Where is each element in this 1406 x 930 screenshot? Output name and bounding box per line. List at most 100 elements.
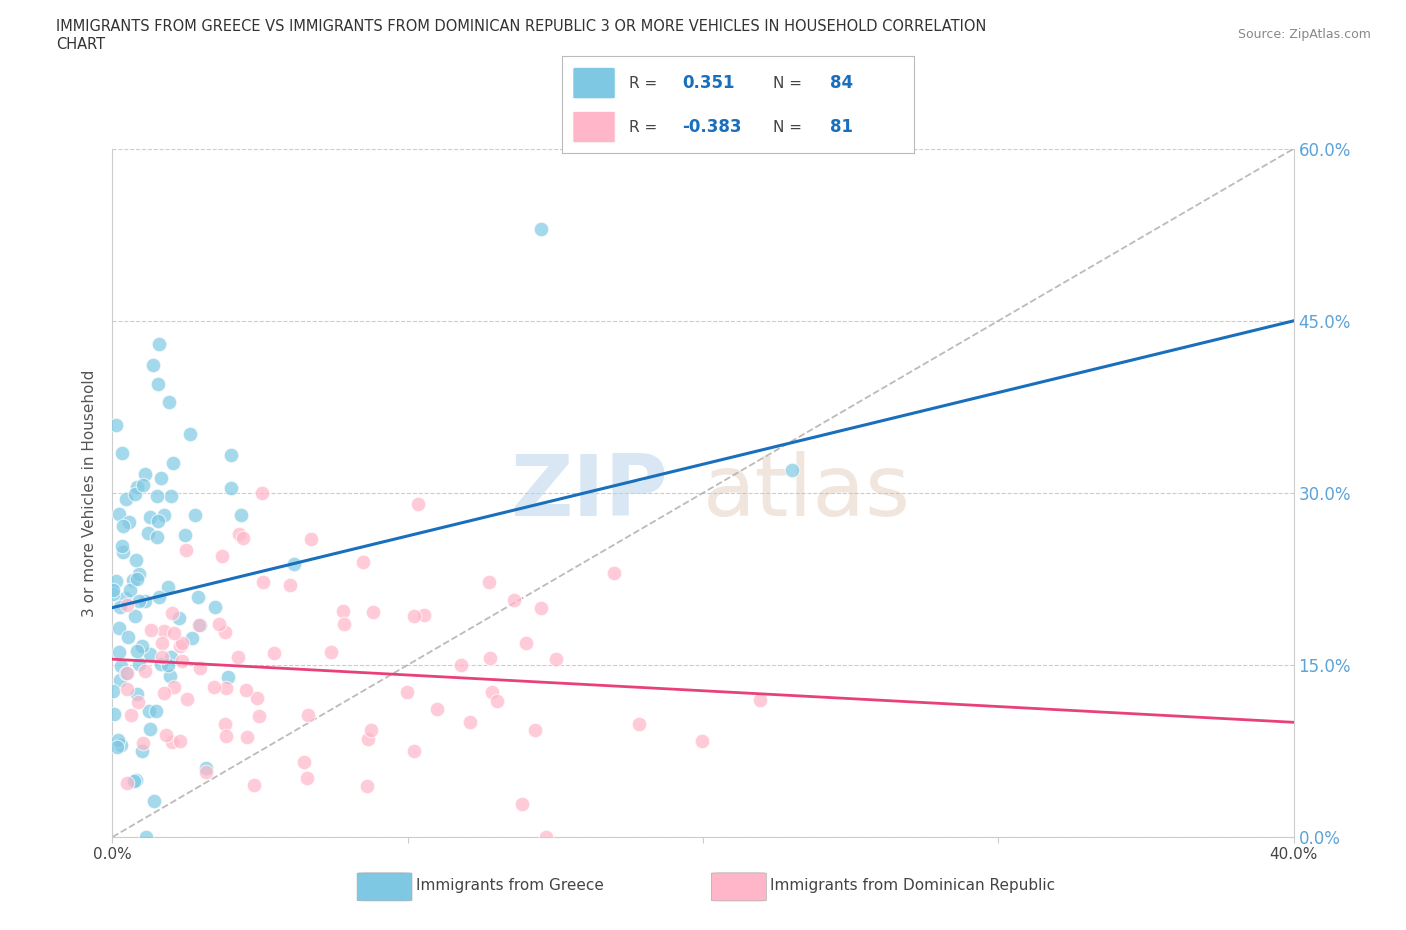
Point (128, 566, 150, 581)
Point (278, 578, 301, 592)
Point (297, 771, 319, 786)
Point (204, 599, 226, 614)
Point (219, 481, 242, 496)
Point (125, 772, 148, 787)
Point (214, 716, 236, 731)
Point (450, 658, 472, 672)
Point (515, 635, 537, 650)
Point (111, 538, 134, 553)
Point (117, 597, 138, 612)
Point (153, 685, 176, 700)
Point (292, 754, 315, 769)
Point (115, 666, 138, 681)
Point (780, 462, 803, 477)
Point (529, 221, 551, 236)
Point (125, 571, 148, 586)
Text: CHART: CHART (56, 37, 105, 52)
Point (111, 519, 134, 534)
Point (110, 445, 132, 460)
Point (211, 549, 233, 564)
Point (246, 690, 269, 705)
Point (163, 679, 186, 694)
Point (152, 624, 174, 639)
Point (169, 611, 191, 626)
Point (283, 557, 305, 572)
Point (215, 681, 238, 696)
Point (263, 645, 285, 660)
Point (148, 590, 170, 604)
Point (159, 669, 181, 684)
Point (170, 654, 193, 669)
Point (187, 618, 209, 633)
Point (352, 554, 374, 569)
Text: Source: ZipAtlas.com: Source: ZipAtlas.com (1237, 28, 1371, 41)
Point (160, 649, 183, 664)
Point (181, 631, 204, 645)
Point (478, 651, 501, 666)
Point (243, 777, 266, 792)
Point (124, 486, 146, 501)
Point (360, 723, 382, 737)
Point (131, 736, 153, 751)
Point (110, 658, 132, 673)
Point (208, 617, 231, 631)
Text: ZIP: ZIP (510, 451, 668, 535)
Point (142, 794, 165, 809)
Point (228, 526, 250, 541)
Point (188, 618, 211, 632)
Point (156, 579, 179, 594)
Point (145, 704, 167, 719)
Point (485, 693, 508, 708)
Point (153, 507, 176, 522)
Point (163, 625, 186, 640)
Point (127, 687, 149, 702)
Point (299, 531, 322, 546)
Point (458, 714, 481, 729)
Point (105, 418, 128, 432)
Text: Immigrants from Dominican Republic: Immigrants from Dominican Republic (770, 878, 1056, 894)
Point (603, 565, 626, 580)
Point (247, 709, 270, 724)
Point (184, 507, 207, 522)
Point (125, 552, 148, 567)
Point (128, 657, 150, 671)
Point (690, 733, 713, 748)
Point (141, 358, 163, 373)
Point (101, 684, 124, 698)
Point (146, 513, 169, 528)
Point (195, 764, 218, 779)
Text: 81: 81 (830, 118, 852, 136)
Text: R =: R = (630, 120, 658, 135)
Point (217, 670, 239, 684)
Point (112, 544, 135, 559)
Point (160, 735, 183, 750)
Point (128, 593, 150, 608)
Point (162, 456, 184, 471)
Point (134, 664, 156, 679)
Point (150, 470, 173, 485)
Point (115, 491, 138, 506)
Point (194, 761, 217, 776)
Point (125, 644, 148, 658)
Point (117, 630, 139, 644)
Point (122, 572, 145, 587)
Point (236, 729, 259, 744)
Point (215, 728, 238, 743)
Point (235, 683, 257, 698)
Point (357, 732, 380, 747)
Text: Immigrants from Greece: Immigrants from Greece (416, 878, 605, 894)
Point (103, 586, 125, 601)
Point (150, 657, 173, 671)
Point (172, 636, 194, 651)
Point (229, 508, 252, 523)
Point (157, 658, 180, 672)
Text: -0.383: -0.383 (682, 118, 741, 136)
Point (110, 737, 132, 752)
Text: atlas: atlas (703, 451, 911, 535)
Point (127, 695, 149, 710)
Point (426, 702, 449, 717)
Point (117, 665, 138, 680)
Point (628, 716, 651, 731)
Point (141, 622, 163, 637)
Point (155, 728, 177, 743)
